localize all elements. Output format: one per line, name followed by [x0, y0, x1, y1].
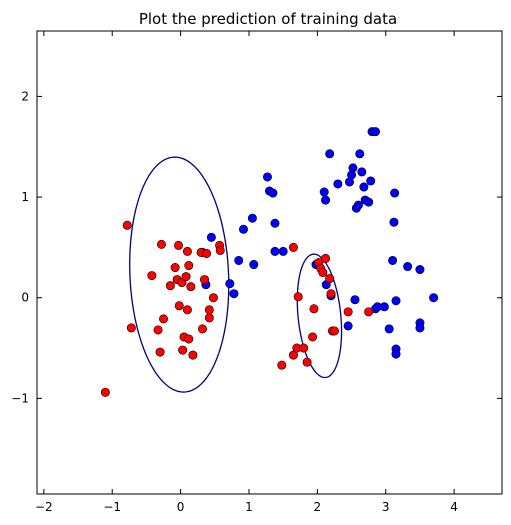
red-data-point — [205, 314, 213, 322]
red-data-point — [198, 325, 206, 333]
red-data-point — [187, 282, 195, 290]
blue-data-point — [279, 247, 287, 255]
red-data-point — [175, 302, 183, 310]
red-data-point — [156, 348, 164, 356]
blue-data-point — [360, 183, 368, 191]
red-data-point — [205, 306, 213, 314]
blue-data-point — [351, 296, 359, 304]
blue-data-point — [320, 188, 328, 196]
axes-background — [37, 31, 502, 494]
blue-data-point — [235, 256, 243, 264]
y-tick-label: 1 — [21, 190, 29, 204]
blue-data-point — [392, 297, 400, 305]
red-data-point — [185, 335, 193, 343]
blue-data-point — [416, 265, 424, 273]
chart-title: Plot the prediction of training data — [139, 10, 397, 28]
x-tick-label: 1 — [245, 500, 253, 514]
red-data-point — [182, 272, 190, 280]
blue-data-point — [429, 294, 437, 302]
red-data-point — [174, 241, 182, 249]
red-data-point — [154, 326, 162, 334]
blue-data-point — [334, 180, 342, 188]
y-tick-label: 2 — [21, 89, 29, 103]
blue-data-point — [269, 189, 277, 197]
plot-area: −2 −1 0 1 2 3 4 −1 0 1 2 — [11, 31, 502, 514]
x-tick-label: 0 — [177, 500, 185, 514]
red-data-point — [303, 358, 311, 366]
red-data-point — [148, 271, 156, 279]
blue-data-point — [371, 127, 379, 135]
red-data-point — [278, 361, 286, 369]
blue-data-point — [390, 218, 398, 226]
blue-data-point — [248, 214, 256, 222]
blue-data-point — [271, 247, 279, 255]
blue-data-point — [390, 189, 398, 197]
red-data-point — [166, 281, 174, 289]
red-data-point — [327, 290, 335, 298]
blue-data-point — [403, 262, 411, 270]
blue-data-point — [385, 325, 393, 333]
blue-data-point — [358, 168, 366, 176]
red-data-point — [183, 247, 191, 255]
red-data-point — [157, 240, 165, 248]
blue-data-point — [380, 303, 388, 311]
red-data-point — [200, 275, 208, 283]
red-data-point — [171, 263, 179, 271]
red-data-point — [364, 308, 372, 316]
red-data-point — [101, 388, 109, 396]
red-data-point — [123, 221, 131, 229]
red-data-point — [289, 243, 297, 251]
y-tick-label: 0 — [21, 291, 29, 305]
blue-data-point — [230, 290, 238, 298]
red-data-point — [308, 333, 316, 341]
red-data-point — [310, 305, 318, 313]
red-data-point — [178, 346, 186, 354]
blue-data-point — [250, 260, 258, 268]
red-data-point — [294, 293, 302, 301]
blue-data-point — [364, 198, 372, 206]
blue-data-point — [388, 256, 396, 264]
red-data-point — [189, 351, 197, 359]
blue-data-point — [367, 177, 375, 185]
blue-data-point — [356, 150, 364, 158]
red-data-point — [202, 249, 210, 257]
red-data-point — [325, 274, 333, 282]
blue-data-point — [263, 173, 271, 181]
x-tick-label: 4 — [450, 500, 458, 514]
blue-data-point — [392, 350, 400, 358]
red-data-point — [185, 261, 193, 269]
red-data-point — [299, 344, 307, 352]
x-tick-label: 2 — [314, 500, 322, 514]
red-data-point — [183, 306, 191, 314]
red-data-point — [344, 308, 352, 316]
red-data-point — [321, 254, 329, 262]
red-data-point — [209, 294, 217, 302]
x-tick-label: −1 — [103, 500, 121, 514]
red-data-point — [216, 246, 224, 254]
blue-data-point — [321, 196, 329, 204]
blue-data-point — [325, 150, 333, 158]
y-tick-label: −1 — [11, 391, 29, 405]
blue-data-point — [207, 233, 215, 241]
red-data-point — [127, 324, 135, 332]
blue-data-point — [416, 324, 424, 332]
red-data-point — [319, 268, 327, 276]
x-tick-label: 3 — [382, 500, 390, 514]
blue-data-point — [271, 219, 279, 227]
x-tick-label: −2 — [35, 500, 53, 514]
blue-data-point — [344, 322, 352, 330]
blue-data-point — [239, 225, 247, 233]
red-data-point — [330, 327, 338, 335]
blue-data-point — [226, 279, 234, 287]
blue-data-point — [349, 164, 357, 172]
red-data-point — [159, 315, 167, 323]
